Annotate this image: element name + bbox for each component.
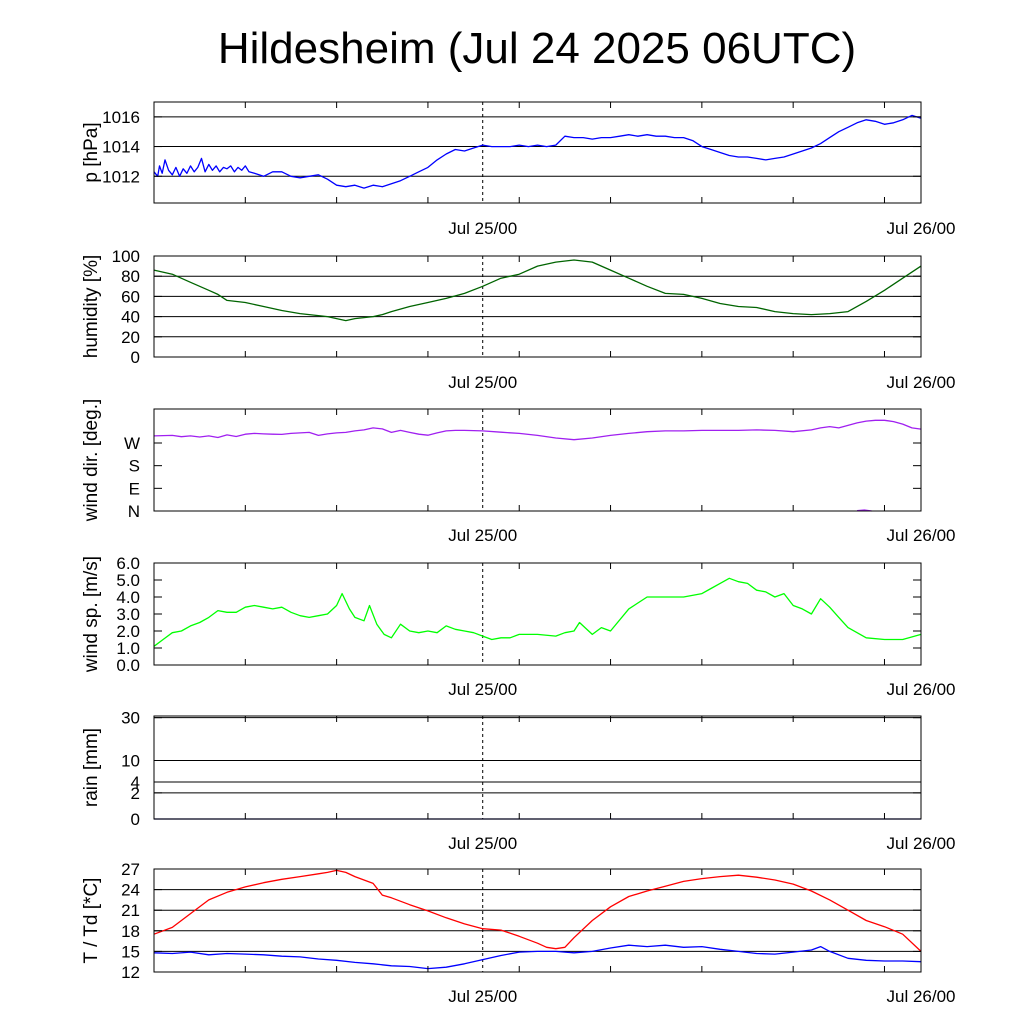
y-tick-label: 18 [121, 922, 140, 941]
x-tick-label: Jul 26/00 [887, 219, 956, 238]
x-tick-label: Jul 25/00 [448, 373, 517, 392]
y-tick-label: 21 [121, 901, 140, 920]
y-tick-label: W [124, 434, 140, 453]
x-tick-label: Jul 25/00 [448, 680, 517, 699]
x-tick-label: Jul 25/00 [448, 987, 517, 1006]
y-tick-label: S [129, 457, 140, 476]
y-tick-label: 30 [121, 709, 140, 728]
plot-frame [153, 562, 922, 666]
x-tick-label: Jul 26/00 [887, 373, 956, 392]
y-tick-label: 0 [131, 810, 140, 829]
series-line-1 [153, 869, 922, 952]
series-line-1 [153, 259, 922, 322]
y-tick-label: E [129, 479, 140, 498]
y-tick-label: 3.0 [116, 605, 140, 624]
plot-frame [153, 101, 922, 204]
y-tick-label: 15 [121, 942, 140, 961]
y-tick-label: 12 [121, 963, 140, 982]
plot-frame [153, 715, 922, 820]
x-tick-label: Jul 26/00 [887, 987, 956, 1006]
y-tick-label: 80 [121, 267, 140, 286]
x-tick-label: Jul 26/00 [887, 526, 956, 545]
panel-4: 0.01.02.03.04.05.06.0 wind sp. [m/s] Jul 2… [81, 554, 956, 699]
y-tick-label: 20 [121, 328, 140, 347]
x-tick-label: Jul 25/00 [448, 834, 517, 853]
x-tick-label: Jul 26/00 [887, 680, 956, 699]
series-line-1 [153, 114, 922, 189]
y-tick-label: 0.0 [116, 656, 140, 675]
plot-frame [153, 255, 922, 358]
x-tick-label: Jul 26/00 [887, 834, 956, 853]
x-tick-label: Jul 25/00 [448, 526, 517, 545]
panel-5: 0 24 10 30 rain [mm] Jul 25/00 Jul 26/00 [81, 709, 956, 853]
plot-frame [153, 868, 922, 973]
y-tick-label: 1016 [102, 108, 140, 127]
y-axis-label: T / Td [*C] [81, 878, 102, 964]
y-axis-label: p [hPa] [81, 122, 102, 182]
y-axis-label: rain [mm] [81, 728, 102, 807]
y-tick-label: 27 [121, 860, 140, 879]
y-axis-label: wind sp. [m/s] [81, 556, 102, 673]
y-tick-label: 40 [121, 308, 140, 327]
chart-title: Hildesheim (Jul 24 2025 06UTC) [217, 24, 857, 73]
y-tick-label: 0 [131, 348, 140, 367]
y-tick-label: 6.0 [116, 554, 140, 573]
y-tick-label: 2 [131, 784, 140, 803]
y-tick-label: 5.0 [116, 571, 140, 590]
y-axis-label: wind dir. [deg.] [81, 399, 102, 523]
y-axis-label: humidity [%] [81, 255, 102, 358]
y-tick-label: 4.0 [116, 588, 140, 607]
y-tick-label: 1012 [102, 167, 140, 186]
y-tick-label: 100 [112, 247, 140, 266]
y-tick-label: 10 [121, 751, 140, 770]
y-tick-label: 2.0 [116, 622, 140, 641]
y-tick-label: 1.0 [116, 639, 140, 658]
x-tick-label: Jul 25/00 [448, 219, 517, 238]
series-line-1 [153, 419, 922, 441]
y-tick-label: 24 [121, 881, 140, 900]
y-tick-label: 1014 [102, 138, 140, 157]
y-tick-label: N [128, 502, 140, 521]
y-tick-label: 4 [131, 773, 140, 792]
plot-frame [153, 408, 922, 512]
series-line-1 [153, 577, 922, 647]
series-line-2 [153, 944, 922, 970]
y-tick-label: 60 [121, 287, 140, 306]
